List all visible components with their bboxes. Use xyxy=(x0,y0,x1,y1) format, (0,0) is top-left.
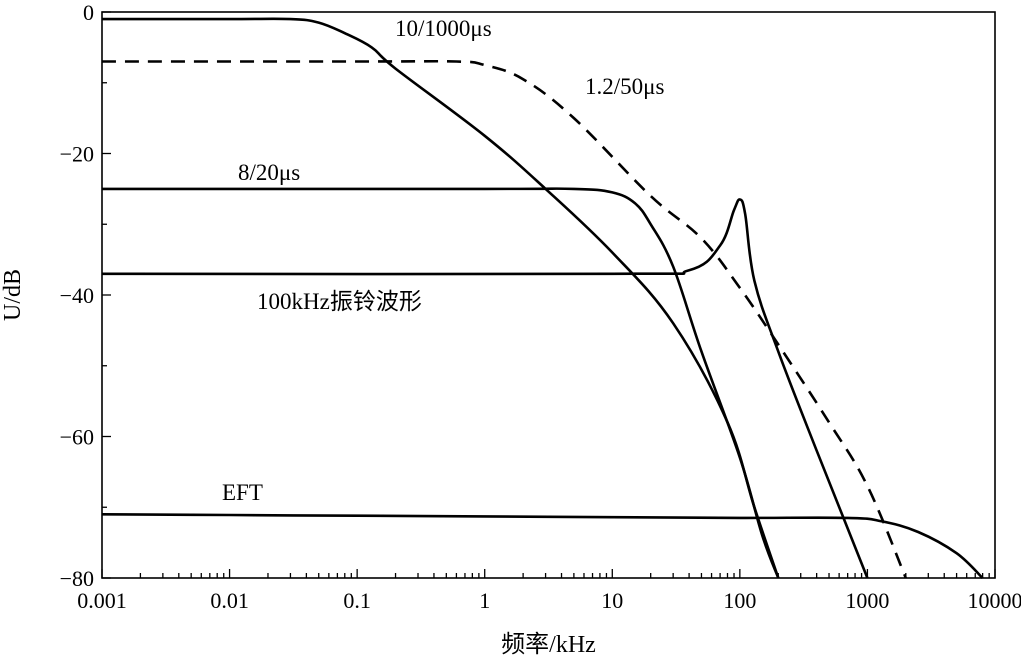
x-tick-label: 0.1 xyxy=(343,588,371,613)
plot-area: 0.001 0.01 0.1 1 10 100 1000 10000 0 −20 −40 −60 −8… xyxy=(60,0,1021,613)
series-line-0 xyxy=(102,17,780,579)
y-tick-label: −60 xyxy=(60,425,94,450)
series-line-3 xyxy=(101,198,869,579)
series-group xyxy=(101,17,984,579)
series-line-2 xyxy=(102,187,780,579)
x-minor-ticks xyxy=(139,573,990,578)
x-axis-title: 频率/kHz xyxy=(501,631,596,658)
y-axis-ticks: 0 −20 −40 −60 −80 xyxy=(60,0,111,591)
x-tick-label: 10 xyxy=(601,588,623,613)
x-axis-ticks: 0.001 0.01 0.1 1 10 100 1000 10000 xyxy=(77,569,1021,613)
x-tick-label: 1000 xyxy=(845,588,889,613)
y-axis-title: U/dB xyxy=(0,269,26,321)
annotation-group: 10/1000μs 1.2/50μs 8/20μs 100kHz振铃波形 EFT xyxy=(222,16,664,505)
series-line-1 xyxy=(101,59,908,579)
annotation-label-2: 8/20μs xyxy=(238,160,300,185)
x-tick-label: 10000 xyxy=(968,588,1021,613)
series-line-4 xyxy=(101,513,984,579)
y-tick-label: −80 xyxy=(60,566,94,591)
y-tick-label: 0 xyxy=(83,0,94,25)
y-tick-label: −20 xyxy=(60,142,94,167)
y-tick-label: −40 xyxy=(60,283,94,308)
annotation-label-1: 1.2/50μs xyxy=(585,74,664,99)
annotation-label-3: 100kHz振铃波形 xyxy=(257,289,422,314)
x-tick-label: 0.001 xyxy=(77,588,127,613)
annotation-label-0: 10/1000μs xyxy=(395,16,492,41)
annotation-label-4: EFT xyxy=(222,480,263,505)
x-tick-label: 100 xyxy=(723,588,756,613)
x-tick-label: 0.01 xyxy=(210,588,249,613)
x-tick-label: 1 xyxy=(479,588,490,613)
